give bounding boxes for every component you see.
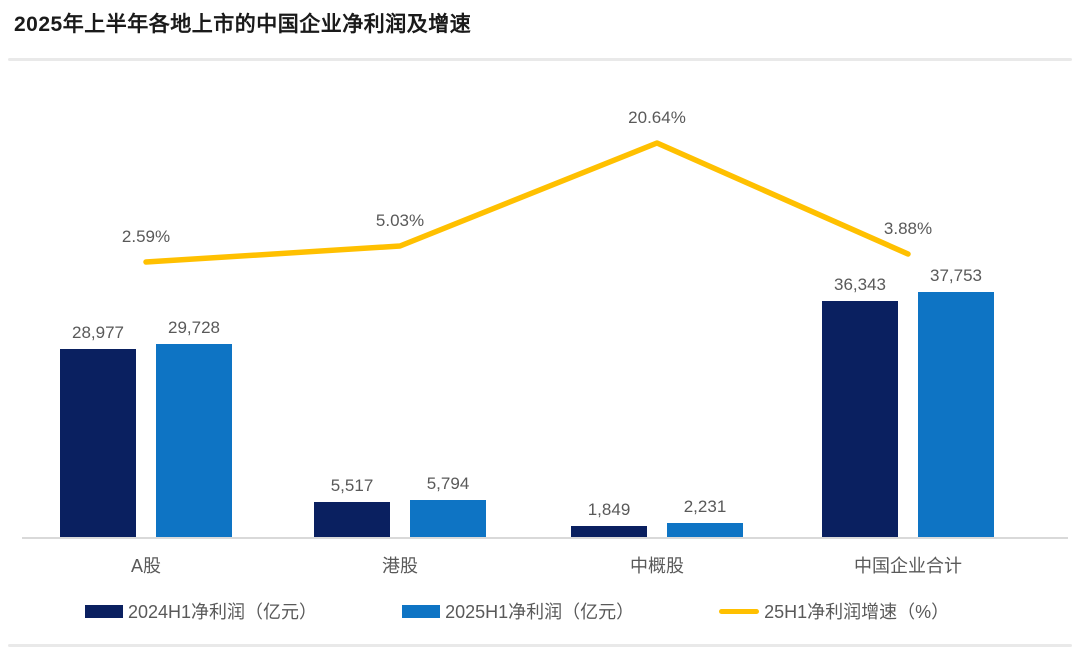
category-label-港股: 港股 bbox=[382, 556, 418, 576]
chart-area: 28,977 5,517 1,849 36,343 29,728 5,794 2,231 37… bbox=[22, 80, 1068, 576]
bar-value-label: 5,794 bbox=[426, 474, 470, 493]
bottom-divider bbox=[8, 644, 1072, 647]
bar-value-label: 5,517 bbox=[330, 476, 374, 495]
category-label-A股: A股 bbox=[130, 556, 162, 576]
bar-A股-2025h1 bbox=[156, 344, 232, 538]
growth-value-label: 3.88% bbox=[883, 219, 933, 238]
bar-value-label: 29,728 bbox=[168, 318, 220, 337]
growth-value-label: 5.03% bbox=[375, 211, 425, 230]
legend-swatch-2025h1-bar bbox=[402, 604, 441, 618]
bar-value-label: 28,977 bbox=[72, 323, 124, 342]
bar-中国企业合计-2025h1 bbox=[918, 292, 994, 538]
growth-value-label: 20.64% bbox=[628, 108, 686, 127]
legend-label-growth: 25H1净利润增速（%） bbox=[764, 602, 950, 622]
legend-swatch-2024h1-bar bbox=[85, 604, 123, 618]
legend-item-growth: 25H1净利润增速（%） bbox=[719, 598, 949, 624]
bar-A股-2024h1 bbox=[60, 349, 136, 538]
bar-中概股-2024h1 bbox=[571, 526, 647, 538]
bar-港股-2024h1 bbox=[314, 502, 390, 538]
growth-line-series bbox=[143, 140, 911, 265]
category-label-中概股: 中概股 bbox=[630, 556, 684, 576]
bar-value-label: 36,343 bbox=[834, 275, 886, 294]
x-axis-line bbox=[22, 537, 1068, 539]
bar-value-label: 37,753 bbox=[930, 266, 982, 285]
top-divider bbox=[8, 58, 1072, 61]
legend-item-2025h1: 2025H1净利润（亿元） bbox=[402, 598, 634, 624]
growth-line bbox=[143, 140, 911, 265]
bar-港股-2025h1 bbox=[410, 500, 486, 538]
bar-value-label: 2,231 bbox=[683, 497, 727, 516]
legend: 2024H1净利润（亿元） 2025H1净利润（亿元） 25H1净利润增速（%） bbox=[85, 598, 949, 624]
page-title: 2025年上半年各地上市的中国企业净利润及增速 bbox=[14, 13, 472, 36]
legend-label-2025h1: 2025H1净利润（亿元） bbox=[445, 602, 635, 622]
bar-中国企业合计-2024h1 bbox=[822, 301, 898, 538]
bar-value-label: 1,849 bbox=[587, 500, 631, 519]
legend-label-2024h1: 2024H1净利润（亿元） bbox=[128, 602, 318, 622]
legend-item-2024h1: 2024H1净利润（亿元） bbox=[85, 598, 317, 624]
growth-value-label: 2.59% bbox=[121, 227, 171, 246]
category-label-中国企业合计: 中国企业合计 bbox=[854, 556, 962, 576]
legend-swatch-growth-line bbox=[719, 608, 760, 614]
bar-中概股-2025h1 bbox=[667, 523, 743, 538]
